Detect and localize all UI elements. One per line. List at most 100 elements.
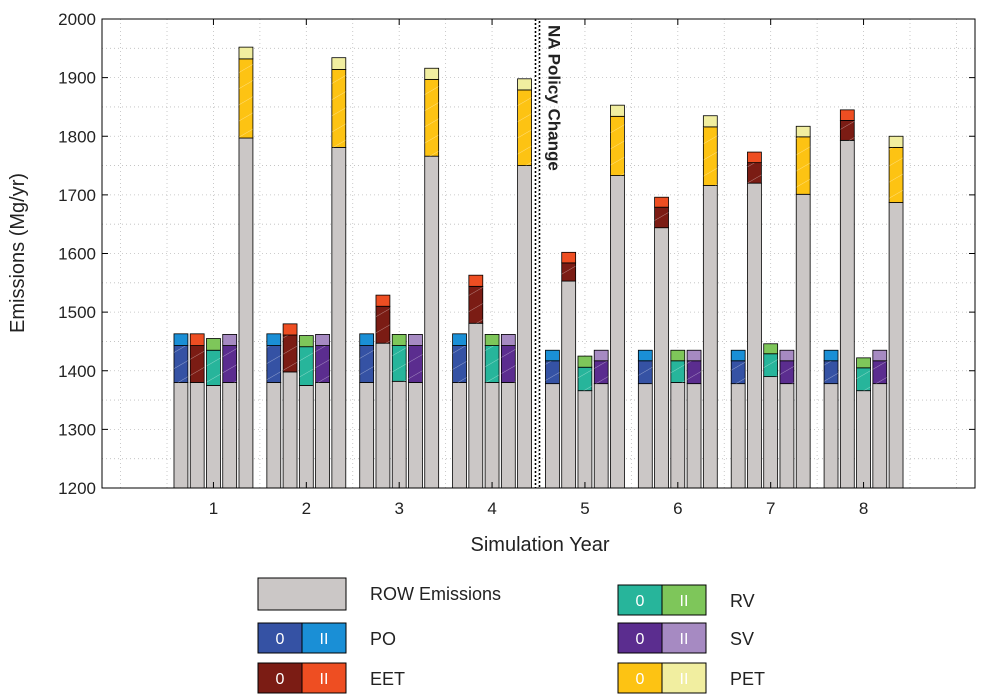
bar-segment-0-hatch (517, 89, 532, 166)
bar-segment-ii (206, 338, 221, 351)
bar-segment-row (763, 376, 779, 489)
bar-segment-ii (424, 67, 440, 80)
bar-segment-ii (593, 349, 609, 362)
bar-segment-row (637, 383, 653, 489)
bar-segment-ii (500, 334, 516, 346)
bar-po-year-4 (452, 333, 467, 489)
bar-pet-year-2 (331, 57, 347, 489)
bar-segment-row (593, 383, 609, 489)
bar-pet-year-6 (702, 115, 718, 489)
y-tick-label: 2000 (58, 10, 96, 29)
bar-segment-ii (577, 355, 593, 368)
bar-segment-row (610, 175, 625, 489)
legend-swatch-ii (661, 622, 707, 654)
bar-segment-0-hatch (856, 367, 871, 391)
legend-swatch-0 (617, 622, 663, 654)
bar-pet-year-4 (517, 78, 532, 489)
bar-segment-0-hatch (190, 345, 205, 383)
bar-segment-ii (517, 78, 532, 91)
y-tick-label: 1500 (58, 303, 96, 322)
bar-segment-ii (452, 333, 467, 346)
bar-segment-0-hatch (872, 360, 887, 384)
bar-segment-row (375, 342, 391, 489)
bar-segment-row (856, 390, 871, 489)
axes: 1200 1300 1400 1500 1600 1700 1800 1900 2000 1 2 3 4… (58, 10, 976, 518)
bar-segment-ii (408, 334, 423, 346)
bar-segment-row (545, 383, 560, 489)
bar-segment-row (189, 382, 205, 489)
bar-po-year-7 (730, 349, 746, 489)
legend-swatch-label: 0 (276, 671, 285, 688)
bar-pet-year-1 (238, 46, 254, 489)
y-tick-label: 1200 (58, 479, 96, 498)
bar-segment-ii (730, 349, 746, 362)
bar-segment-0-hatch (392, 345, 407, 382)
bar-rv-year-4 (484, 334, 500, 489)
bar-segment-ii (266, 333, 282, 346)
legend-label: RV (730, 591, 755, 611)
bar-segment-0-hatch (299, 346, 314, 386)
bar-segment-0-hatch (375, 306, 390, 344)
bar-segment-row (702, 185, 718, 489)
bar-segment-0-hatch (796, 136, 811, 195)
bar-segment-ii (391, 334, 407, 346)
bar-segment-0-hatch (359, 345, 374, 383)
bar-po-year-5 (545, 349, 560, 489)
legend-swatch-label: II (680, 631, 689, 648)
bar-segment-0-hatch (424, 79, 439, 157)
bar-segment-ii (888, 135, 904, 148)
bar-segment-0-hatch (173, 345, 188, 383)
bar-segment-0-hatch (222, 345, 237, 383)
bar-segment-row (577, 390, 593, 489)
bar-segment-0-hatch (468, 286, 483, 324)
bar-po-year-2 (266, 333, 282, 489)
bar-segment-ii (359, 333, 375, 346)
legend-label: PO (370, 629, 396, 649)
bar-po-year-6 (637, 349, 653, 489)
bar-segment-ii (747, 151, 762, 164)
bar-segment-row (266, 382, 282, 489)
bar-segment-0-hatch (703, 126, 718, 186)
bar-segment-0-hatch (594, 360, 609, 384)
bar-segment-row (408, 382, 423, 489)
legend-swatch-label: 0 (636, 671, 645, 688)
bar-segment-row (888, 202, 904, 489)
x-tick-label: 6 (673, 499, 682, 518)
bar-po-year-3 (359, 333, 375, 489)
bar-segment-0-hatch (485, 345, 500, 383)
bar-segment-row (222, 382, 238, 489)
bar-pet-year-7 (795, 125, 811, 489)
legend-swatch-label: II (680, 593, 689, 610)
bar-segment-ii (702, 115, 718, 128)
legend-swatch-label: 0 (276, 631, 285, 648)
bar-sv-year-6 (686, 349, 702, 489)
legend: ROW Emissions 0 II PO 0 II EET 0 II RV 0 II SV 0 II PET (257, 577, 765, 694)
legend-swatch-label: II (680, 671, 689, 688)
legend-swatch-ii (301, 662, 347, 694)
bar-eet-year-6 (654, 196, 669, 489)
legend-swatch-0 (617, 584, 663, 616)
bar-segment-ii (468, 274, 484, 287)
policy-annotation: NA Policy Change (534, 19, 564, 488)
bar-segment-row (331, 146, 347, 489)
bar-rv-year-5 (577, 355, 593, 489)
x-tick-label: 3 (394, 499, 403, 518)
x-tick-label: 1 (209, 499, 218, 518)
x-tick-label: 2 (302, 499, 311, 518)
bar-segment-ii (670, 349, 686, 362)
x-axis-label: Simulation Year (471, 534, 610, 556)
legend-label: ROW Emissions (370, 584, 501, 604)
bar-eet-year-3 (375, 294, 391, 489)
legend-swatch-ii (301, 622, 347, 654)
bar-segment-row (872, 383, 888, 489)
legend-item-po: 0 II PO (257, 622, 396, 654)
y-tick-label: 1800 (58, 127, 96, 146)
bar-eet-year-4 (468, 274, 484, 489)
bar-segment-ii (779, 349, 795, 362)
bar-segment-0-hatch (731, 360, 746, 384)
bar-segment-row (670, 382, 686, 489)
bar-sv-year-4 (500, 334, 516, 489)
legend-label: PET (730, 669, 765, 689)
bar-segment-row (654, 227, 669, 489)
